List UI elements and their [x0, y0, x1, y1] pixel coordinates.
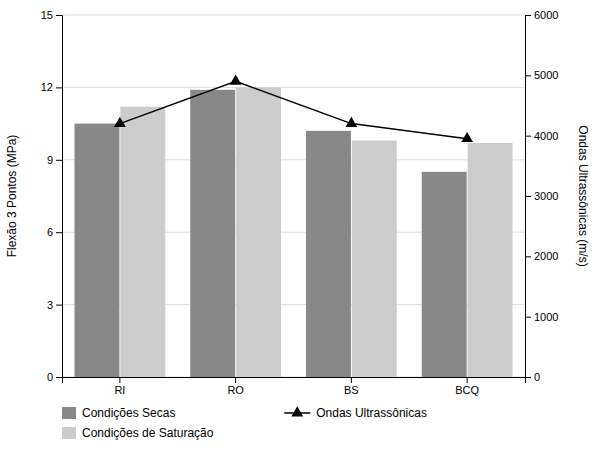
- legend-swatch: [62, 427, 76, 439]
- tick-mark: [56, 377, 62, 378]
- legend-item: Condições Secas: [62, 406, 175, 420]
- tick-mark: [525, 256, 531, 257]
- legend-item: Condições de Saturação: [62, 426, 214, 440]
- marker: [230, 75, 242, 85]
- y-axis-title: Flexão 3 Pontos (MPa): [5, 135, 19, 258]
- tick-mark: [525, 75, 531, 76]
- axis-line: [56, 16, 63, 378]
- tick: BCQ: [455, 377, 479, 396]
- tick: 3: [47, 299, 62, 311]
- legend-marker: [291, 406, 303, 416]
- bar: [74, 124, 119, 377]
- tick-label: BS: [344, 384, 359, 396]
- tick-label: 2000: [534, 250, 558, 262]
- tick-mark: [467, 377, 468, 383]
- tick-label: 3000: [534, 190, 558, 202]
- y-axis: 0 3 6 9 12 15: [41, 9, 63, 383]
- grid-line: [62, 87, 525, 88]
- tick-mark: [351, 377, 352, 383]
- tick: 15: [41, 9, 62, 21]
- axis-line: [63, 378, 526, 384]
- axis-line: [526, 16, 532, 378]
- tick-label: 4000: [534, 130, 558, 142]
- tick-label: 6: [47, 226, 53, 238]
- tick: 9: [47, 154, 62, 166]
- legend-label: Condições de Saturação: [82, 426, 214, 440]
- marks: [74, 75, 512, 377]
- tick: 5000: [525, 69, 558, 81]
- x-axis: RI RO BS BCQ: [63, 377, 526, 396]
- tick-label: 9: [47, 154, 53, 166]
- bar: [190, 90, 235, 377]
- tick-mark: [56, 160, 62, 161]
- bar: [120, 107, 165, 377]
- grid-line: [62, 15, 525, 16]
- legend: Condições Secas Condições de Saturação Ond…: [62, 406, 427, 440]
- tick: 0: [525, 371, 540, 383]
- bar: [468, 143, 513, 377]
- tick: RI: [114, 377, 125, 396]
- legend-label: Ondas Ultrassônicas: [316, 406, 427, 420]
- tick: 4000: [525, 130, 558, 142]
- tick-label: 0: [534, 371, 540, 383]
- tick-mark: [119, 377, 120, 383]
- legend-item: Ondas Ultrassônicas: [284, 406, 427, 420]
- marker: [345, 117, 357, 127]
- chart: 0 3 6 9 12 15 0 1000 2000 3000 4000 5000 6000 RI RO BS B…: [0, 0, 593, 459]
- plot: 0 3 6 9 12 15 0 1000 2000 3000 4000 5000 6000 RI RO BS B…: [5, 9, 590, 396]
- bar: [236, 87, 281, 377]
- tick: 6000: [525, 9, 558, 21]
- grid: [62, 15, 525, 377]
- tick-label: 1000: [534, 311, 558, 323]
- tick: 1000: [525, 311, 558, 323]
- marker: [461, 132, 473, 142]
- tick-label: RO: [227, 384, 244, 396]
- tick: 12: [41, 81, 62, 93]
- legend-swatch: [62, 407, 76, 419]
- tick: RO: [227, 377, 244, 396]
- y2-axis-title: Ondas Ultrassônicas (m/s): [576, 125, 590, 266]
- line: [120, 81, 467, 138]
- tick-label: 0: [47, 371, 53, 383]
- tick-mark: [525, 317, 531, 318]
- line-series: [114, 75, 473, 143]
- marker: [114, 117, 126, 127]
- tick-label: 5000: [534, 69, 558, 81]
- tick-mark: [525, 196, 531, 197]
- tick-mark: [56, 15, 62, 16]
- bar: [352, 140, 397, 377]
- tick-label: 6000: [534, 9, 558, 21]
- tick-mark: [235, 377, 236, 383]
- tick-label: RI: [114, 384, 125, 396]
- bar: [422, 172, 467, 377]
- tick-mark: [56, 87, 62, 88]
- bar-series: [120, 87, 512, 377]
- legend-label: Condições Secas: [82, 406, 175, 420]
- tick-mark: [56, 232, 62, 233]
- tick: 0: [47, 371, 62, 383]
- tick: 3000: [525, 190, 558, 202]
- tick-label: BCQ: [455, 384, 479, 396]
- tick: BS: [344, 377, 359, 396]
- tick: 6: [47, 226, 62, 238]
- tick: 2000: [525, 250, 558, 262]
- tick-mark: [525, 136, 531, 137]
- bar: [306, 131, 351, 377]
- tick-label: 3: [47, 299, 53, 311]
- tick-label: 12: [41, 81, 53, 93]
- tick-label: 15: [41, 9, 53, 21]
- tick-mark: [525, 15, 531, 16]
- tick-mark: [56, 305, 62, 306]
- y2-axis: 0 1000 2000 3000 4000 5000 6000: [525, 9, 558, 383]
